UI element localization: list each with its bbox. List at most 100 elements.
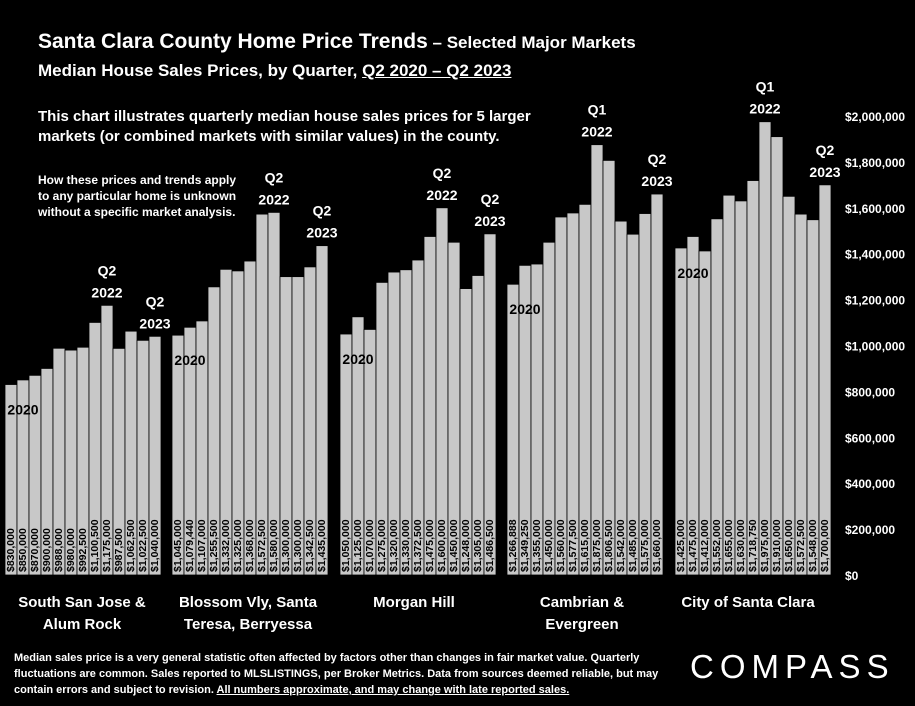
bar (650, 193, 664, 576)
bar-value-label: $1,572,500 (795, 519, 807, 572)
bar-annotation: 2023 (809, 164, 840, 180)
y-tick-label: $200,000 (845, 523, 895, 537)
title-suffix: – Selected Major Markets (427, 33, 636, 52)
bar-value-label: $1,975,000 (759, 519, 771, 572)
bar-value-label: $1,100,500 (89, 519, 101, 572)
bar-value-label: $1,275,000 (376, 519, 388, 572)
y-tick-label: $0 (845, 569, 859, 583)
bar-value-label: $980,000 (65, 528, 77, 572)
bar-value-label: $1,660,000 (651, 519, 663, 572)
bar-value-label: $1,372,500 (412, 519, 424, 572)
bar-value-label: $1,552,000 (711, 519, 723, 572)
group-label: Evergreen (545, 616, 618, 633)
bar-value-label: $1,107,000 (196, 519, 208, 572)
bar (818, 184, 832, 576)
bar-value-label: $992,500 (77, 528, 89, 572)
bar-value-label: $1,070,000 (364, 519, 376, 572)
bar-value-label: $1,450,000 (543, 519, 555, 572)
bar-value-label: $1,342,500 (304, 519, 316, 572)
bar-annotation: 2020 (342, 351, 373, 367)
bar-value-label: $1,349,250 (519, 519, 531, 572)
bar-value-label: $1,600,000 (436, 519, 448, 572)
bar-value-label: $1,368,000 (244, 519, 256, 572)
bar (758, 121, 772, 576)
bar-value-label: $1,548,000 (807, 519, 819, 572)
group-label: Morgan Hill (373, 594, 455, 611)
bar-value-label: $1,320,000 (388, 519, 400, 572)
bar-value-label: $900,000 (41, 528, 53, 572)
bar-value-label: $1,485,000 (627, 519, 639, 572)
bar-value-label: $1,266,888 (507, 519, 519, 572)
bar-annotation: Q2 (816, 142, 835, 158)
bar-value-label: $987,500 (113, 528, 125, 572)
bar-value-label: $1,572,500 (256, 519, 268, 572)
bar-value-label: $1,580,000 (268, 519, 280, 572)
group-label: Alum Rock (43, 616, 122, 633)
bar (315, 245, 329, 576)
bar-value-label: $850,000 (17, 528, 29, 572)
bar-value-label: $1,475,000 (687, 519, 699, 572)
bar (782, 195, 796, 576)
bar (590, 144, 604, 576)
bar-value-label: $1,040,000 (149, 519, 161, 572)
chart-note: How these prices and trends apply to any… (38, 173, 237, 219)
chart-subtitle: Median House Sales Prices, by Quarter, Q… (38, 61, 512, 80)
bar (578, 203, 592, 576)
bar (148, 335, 162, 576)
bar-value-label: $1,718,750 (747, 519, 759, 572)
footer-underlined: All numbers approximate, and may change … (216, 684, 570, 696)
bar-value-label: $1,910,000 (771, 519, 783, 572)
bar (734, 200, 748, 576)
bar-value-label: $1,475,000 (424, 519, 436, 572)
compass-logo: COMPASS (690, 648, 895, 685)
bar-annotation: Q2 (313, 203, 332, 219)
bar-value-label: $1,425,000 (675, 519, 687, 572)
bar-value-label: $1,630,000 (735, 519, 747, 572)
bar-value-label: $1,700,000 (819, 519, 831, 572)
bar-annotation: 2022 (749, 101, 780, 117)
bar (746, 180, 760, 576)
bar-annotation: 2022 (581, 124, 612, 140)
bar-annotation: Q2 (98, 262, 117, 278)
bar-annotation: 2020 (174, 352, 205, 368)
y-tick-label: $800,000 (845, 385, 895, 399)
bar-value-label: $1,175,000 (101, 519, 113, 572)
y-tick-label: $2,000,000 (845, 110, 905, 124)
bar-annotation: 2022 (91, 284, 122, 300)
bar-annotation: Q2 (146, 293, 165, 309)
bar-value-label: $1,248,000 (460, 519, 472, 572)
bar-annotation: 2020 (509, 301, 540, 317)
bar-value-label: $1,655,000 (723, 519, 735, 572)
chart-title: Santa Clara County Home Price Trends – S… (38, 30, 636, 53)
y-tick-label: $1,600,000 (845, 202, 905, 216)
bar-annotation: 2023 (139, 315, 170, 331)
bar-value-label: $1,332,000 (220, 519, 232, 572)
bar-value-label: $870,000 (29, 528, 41, 572)
bar-annotation: Q2 (433, 165, 452, 181)
bar-value-label: $1,325,000 (232, 519, 244, 572)
bar-value-label: $1,255,500 (208, 519, 220, 572)
bar-value-label: $1,355,000 (531, 519, 543, 572)
bar-value-label: $1,435,000 (316, 519, 328, 572)
group-label: South San Jose & (18, 594, 146, 611)
bar-value-label: $1,486,500 (484, 519, 496, 572)
y-tick-label: $1,800,000 (845, 156, 905, 170)
bar-value-label: $1,330,000 (400, 519, 412, 572)
y-tick-label: $600,000 (845, 431, 895, 445)
bar-value-label: $1,050,000 (340, 519, 352, 572)
date-range: Q2 2020 – Q2 2023 (362, 61, 512, 80)
bar (483, 233, 497, 576)
bar-annotation: 2022 (258, 191, 289, 207)
chart-description: This chart illustrates quarterly median … (38, 108, 531, 145)
bar-annotation: 2020 (677, 265, 708, 281)
bar-annotation: 2023 (306, 225, 337, 241)
bar-value-label: $1,615,000 (579, 519, 591, 572)
bar-value-label: $1,412,000 (699, 519, 711, 572)
bar (722, 194, 736, 576)
bar-value-label: $1,022,500 (137, 519, 149, 572)
y-tick-label: $400,000 (845, 477, 895, 491)
bar-value-label: $1,542,000 (615, 519, 627, 572)
bar-annotation: 2023 (641, 173, 672, 189)
bar-value-label: $1,806,500 (603, 519, 615, 572)
